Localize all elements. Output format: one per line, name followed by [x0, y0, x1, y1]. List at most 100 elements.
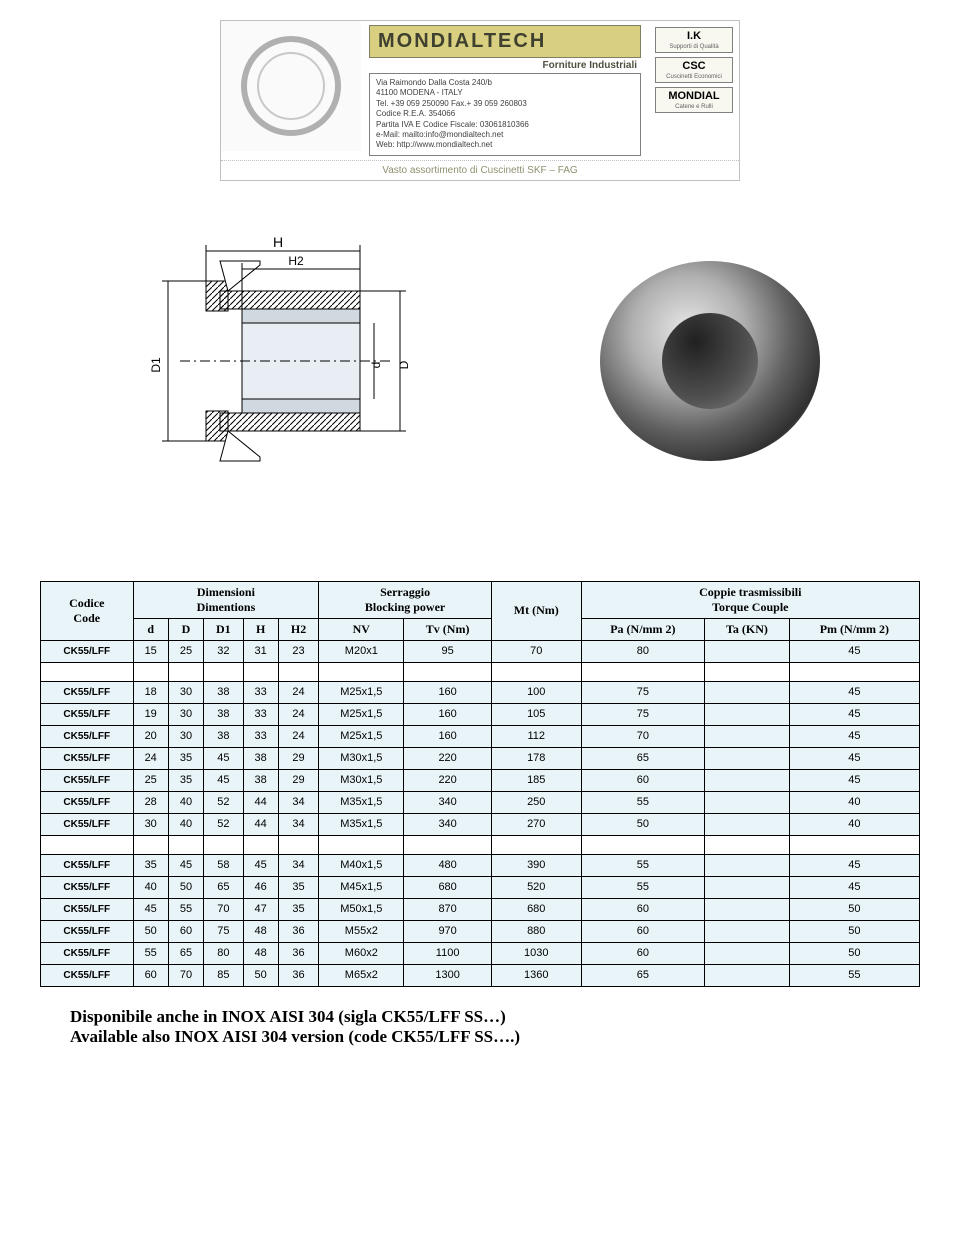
cell: 160 — [404, 681, 492, 703]
cell-code: CK55/LFF — [41, 898, 134, 920]
cell: 40 — [168, 791, 203, 813]
cell-code: CK55/LFF — [41, 813, 134, 835]
product-photo — [570, 236, 850, 486]
cell: 36 — [278, 920, 318, 942]
cell: 38 — [243, 769, 278, 791]
cell: M65x2 — [319, 964, 404, 986]
cell: 480 — [404, 854, 492, 876]
cell-code: CK55/LFF — [41, 747, 134, 769]
cell: 31 — [243, 640, 278, 662]
cell: 55 — [581, 876, 705, 898]
cell-code: CK55/LFF — [41, 725, 134, 747]
cell: 52 — [204, 791, 243, 813]
cell — [705, 747, 790, 769]
cell: 65 — [168, 942, 203, 964]
table-row: CK55/LFF3040524434M35x1,53402705040 — [41, 813, 920, 835]
cell: M30x1,5 — [319, 747, 404, 769]
cell: 50 — [133, 920, 168, 942]
cell: 18 — [133, 681, 168, 703]
cell: 1030 — [491, 942, 581, 964]
technical-drawing: H H2 D1 d D — [110, 221, 430, 501]
cell: 30 — [168, 725, 203, 747]
company-subtitle: Forniture Industriali — [369, 58, 641, 73]
cell — [705, 791, 790, 813]
cell: 60 — [581, 769, 705, 791]
cell: 35 — [168, 747, 203, 769]
cell: 36 — [278, 942, 318, 964]
cell: 70 — [168, 964, 203, 986]
cell: 15 — [133, 640, 168, 662]
cell: 178 — [491, 747, 581, 769]
dim-label-d: d — [369, 361, 383, 368]
cell: 80 — [204, 942, 243, 964]
cell: 48 — [243, 920, 278, 942]
cell: 38 — [243, 747, 278, 769]
cell: 45 — [789, 640, 919, 662]
company-name: MONDIALTECH — [369, 25, 641, 58]
table-row: CK55/LFF1525323123M20x195708045 — [41, 640, 920, 662]
cell: 50 — [789, 942, 919, 964]
cell: 52 — [204, 813, 243, 835]
cell: 55 — [581, 854, 705, 876]
table-row: CK55/LFF2435453829M30x1,52201786545 — [41, 747, 920, 769]
cell: 80 — [581, 640, 705, 662]
table-row: CK55/LFF1830383324M25x1,51601007545 — [41, 681, 920, 703]
col-header: H2 — [278, 618, 318, 640]
cell: 45 — [133, 898, 168, 920]
cell — [705, 725, 790, 747]
cell — [705, 876, 790, 898]
cell: 112 — [491, 725, 581, 747]
cell: M25x1,5 — [319, 703, 404, 725]
table-row: CK55/LFF4050654635M45x1,56805205545 — [41, 876, 920, 898]
cell: 40 — [168, 813, 203, 835]
table-row: CK55/LFF1930383324M25x1,51601057545 — [41, 703, 920, 725]
cell: 680 — [404, 876, 492, 898]
brand-box: MONDIALCatene e Rulli — [655, 87, 733, 113]
cell: M45x1,5 — [319, 876, 404, 898]
table-row: CK55/LFF5060754836M55x29708806050 — [41, 920, 920, 942]
cell: 45 — [204, 769, 243, 791]
cell: 60 — [581, 942, 705, 964]
cell: 45 — [204, 747, 243, 769]
cell: 38 — [204, 681, 243, 703]
gap-row — [41, 662, 920, 681]
cell: 24 — [278, 703, 318, 725]
table-row: CK55/LFF2535453829M30x1,52201856045 — [41, 769, 920, 791]
dim-label-H2: H2 — [288, 254, 304, 268]
cell: 340 — [404, 791, 492, 813]
table-row: CK55/LFF2030383324M25x1,51601127045 — [41, 725, 920, 747]
cell: 45 — [789, 769, 919, 791]
cell: 28 — [133, 791, 168, 813]
colgroup-torque: Coppie trasmissibili Torque Couple — [581, 581, 919, 618]
cell: 30 — [168, 681, 203, 703]
col-header: d — [133, 618, 168, 640]
colgroup-blocking: Serraggio Blocking power — [319, 581, 492, 618]
cell: 75 — [581, 681, 705, 703]
cell: 65 — [204, 876, 243, 898]
cell: 70 — [204, 898, 243, 920]
cell: 55 — [789, 964, 919, 986]
cell-code: CK55/LFF — [41, 876, 134, 898]
cell: 50 — [789, 920, 919, 942]
cell: 870 — [404, 898, 492, 920]
cell: 23 — [278, 640, 318, 662]
dim-label-H: H — [273, 234, 283, 250]
cell: 29 — [278, 747, 318, 769]
cell: 44 — [243, 813, 278, 835]
cell: 60 — [581, 898, 705, 920]
cell: 50 — [168, 876, 203, 898]
cell: 33 — [243, 725, 278, 747]
table-row: CK55/LFF3545584534M40x1,54803905545 — [41, 854, 920, 876]
col-mt: Mt (Nm) — [491, 581, 581, 640]
cell — [705, 920, 790, 942]
cell: M25x1,5 — [319, 681, 404, 703]
col-header: Tv (Nm) — [404, 618, 492, 640]
cell: 65 — [581, 747, 705, 769]
cell: 970 — [404, 920, 492, 942]
cell: 44 — [243, 791, 278, 813]
cell: 160 — [404, 725, 492, 747]
col-code: Codice Code — [41, 581, 134, 640]
cell: 55 — [581, 791, 705, 813]
cell: 36 — [278, 964, 318, 986]
cell: 58 — [204, 854, 243, 876]
